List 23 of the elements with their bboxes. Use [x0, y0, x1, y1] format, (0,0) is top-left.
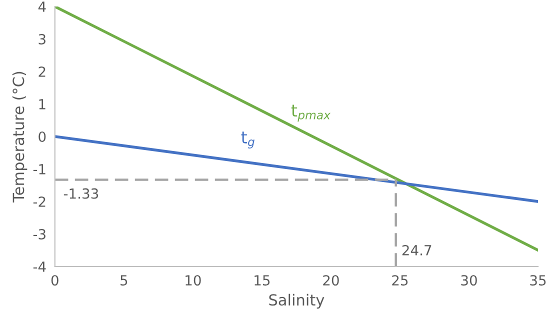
annotation: -1.33	[64, 188, 98, 199]
series-label: t$_{pmax}$	[291, 104, 331, 122]
x-tick-label: 30	[461, 275, 477, 286]
y-tick-label: -3	[33, 228, 46, 240]
y-tick-label: -4	[33, 262, 46, 272]
x-tick-label: 0	[51, 275, 58, 286]
x-tick-label: 10	[186, 275, 201, 286]
x-tick-label: 5	[120, 275, 128, 286]
y-tick-label: 1	[39, 99, 46, 110]
y-tick-label: 3	[38, 34, 46, 44]
series-label: t$_{g}$	[241, 132, 254, 148]
x-tick-label: 35	[530, 275, 546, 286]
y-tick-label: 0	[38, 131, 46, 142]
y-axis-title: Temperature (°C)	[12, 72, 28, 202]
x-tick-label: 25	[392, 275, 408, 286]
x-tick-label: 15	[254, 275, 270, 286]
annotation: 24.7	[402, 244, 432, 256]
x-axis-title: Salinity	[269, 294, 324, 309]
y-tick-label: 2	[38, 66, 46, 77]
y-tick-label: -2	[33, 196, 46, 207]
y-tick-label: -1	[33, 164, 46, 174]
y-tick-label: 4	[38, 2, 46, 12]
x-tick-label: 20	[323, 275, 339, 286]
